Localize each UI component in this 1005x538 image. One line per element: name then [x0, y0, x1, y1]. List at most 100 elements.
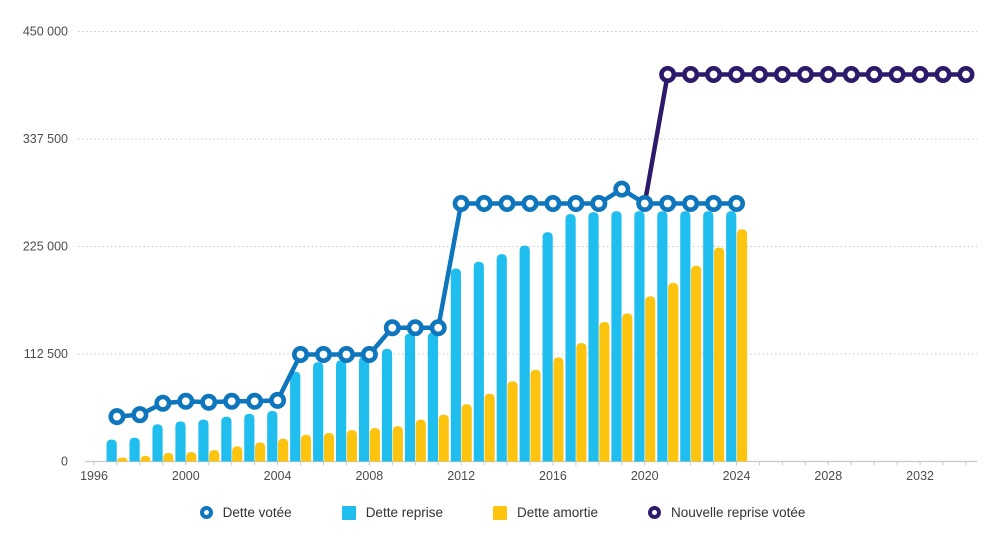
marker-dette_votee-2001[interactable] — [200, 393, 218, 411]
marker-nouvelle_reprise_votee-2031[interactable] — [888, 66, 906, 84]
marker-dette_votee-2021[interactable] — [659, 195, 677, 213]
bar-dette_reprise-2011[interactable] — [427, 332, 439, 462]
marker-dette_votee-1997[interactable] — [108, 408, 126, 426]
bar-dette_reprise-2023[interactable] — [703, 211, 714, 462]
bar-dette_amortie-2014[interactable] — [507, 381, 518, 462]
bar-dette_amortie-2007[interactable] — [346, 429, 358, 462]
marker-nouvelle_reprise_votee-2025[interactable] — [750, 66, 768, 84]
marker-dette_votee-1999[interactable] — [154, 394, 172, 412]
marker-dette_votee-2002[interactable] — [223, 392, 241, 410]
bar-dette_amortie-2022[interactable] — [691, 265, 702, 462]
bar-dette_reprise-2006[interactable] — [313, 362, 324, 462]
bar-dette_reprise-1997[interactable] — [106, 439, 117, 462]
bar-dette_amortie-2005[interactable] — [300, 434, 312, 462]
marker-nouvelle_reprise_votee-2028[interactable] — [819, 66, 837, 84]
bar-dette_reprise-2005[interactable] — [290, 371, 301, 462]
bar-dette_amortie-2016[interactable] — [553, 357, 564, 462]
marker-dette_votee-2011[interactable] — [429, 319, 447, 337]
bar-dette_amortie-2009[interactable] — [392, 426, 403, 462]
marker-dette_votee-2000[interactable] — [177, 392, 195, 410]
bar-dette_reprise-2021[interactable] — [657, 211, 668, 462]
marker-dette_votee-2023[interactable] — [705, 195, 723, 213]
bar-dette_reprise-2007[interactable] — [336, 360, 347, 462]
marker-dette_votee-2013[interactable] — [475, 195, 493, 213]
bar-dette_reprise-1998[interactable] — [129, 437, 140, 462]
bar-dette_amortie-2019[interactable] — [622, 313, 633, 462]
bar-dette_amortie-2003[interactable] — [255, 442, 266, 462]
marker-dette_votee-2017[interactable] — [567, 195, 585, 213]
marker-dette_votee-2020[interactable] — [636, 195, 654, 213]
bar-dette_reprise-2000[interactable] — [175, 421, 186, 462]
marker-dette_votee-2010[interactable] — [406, 319, 424, 337]
marker-dette_votee-2014[interactable] — [498, 195, 516, 213]
marker-dette_votee-2008[interactable] — [360, 345, 378, 363]
bar-dette_amortie-2020[interactable] — [645, 296, 656, 462]
bar-dette_reprise-2019[interactable] — [611, 211, 622, 462]
marker-dette_votee-2022[interactable] — [682, 195, 700, 213]
bar-dette_amortie-1997[interactable] — [117, 457, 128, 462]
bar-dette_amortie-2000[interactable] — [186, 451, 197, 462]
marker-nouvelle_reprise_votee-2026[interactable] — [773, 66, 791, 84]
bar-dette_reprise-2002[interactable] — [221, 416, 232, 462]
bar-dette_reprise-1999[interactable] — [152, 424, 163, 462]
marker-dette_votee-2009[interactable] — [383, 319, 401, 337]
bar-dette_amortie-2008[interactable] — [369, 428, 380, 462]
marker-dette_votee-2006[interactable] — [314, 345, 332, 363]
bar-dette_reprise-2017[interactable] — [565, 214, 576, 462]
bar-dette_amortie-2002[interactable] — [232, 446, 243, 462]
bar-dette_amortie-2011[interactable] — [438, 414, 449, 462]
bar-dette_amortie-1999[interactable] — [163, 452, 174, 462]
marker-dette_votee-2007[interactable] — [337, 345, 355, 363]
bar-dette_amortie-2004[interactable] — [277, 438, 289, 462]
bar-dette_reprise-2004[interactable] — [267, 410, 278, 462]
bar-dette_reprise-2018[interactable] — [588, 212, 599, 462]
marker-nouvelle_reprise_votee-2030[interactable] — [865, 66, 883, 84]
bar-dette_amortie-2001[interactable] — [209, 450, 220, 462]
bar-dette_reprise-2016[interactable] — [542, 232, 553, 462]
bar-dette_reprise-2013[interactable] — [473, 261, 484, 462]
legend-item-dette_reprise[interactable]: Dette reprise — [341, 505, 443, 520]
bar-dette_amortie-2021[interactable] — [668, 282, 679, 462]
bar-dette_reprise-2001[interactable] — [198, 419, 209, 462]
bar-dette_amortie-2015[interactable] — [530, 369, 541, 462]
marker-dette_votee-2005[interactable] — [292, 345, 310, 363]
marker-nouvelle_reprise_votee-2024[interactable] — [728, 66, 746, 84]
marker-nouvelle_reprise_votee-2029[interactable] — [842, 66, 860, 84]
marker-dette_votee-2003[interactable] — [246, 392, 264, 410]
bar-dette_reprise-2020[interactable] — [634, 211, 645, 462]
legend-item-dette_amortie[interactable]: Dette amortie — [492, 505, 598, 520]
marker-dette_votee-2019[interactable] — [613, 180, 631, 198]
bar-dette_reprise-2012[interactable] — [450, 268, 461, 462]
marker-dette_votee-2015[interactable] — [521, 195, 539, 213]
bar-dette_amortie-2013[interactable] — [484, 393, 495, 462]
legend-item-dette_votee[interactable]: Dette votée — [199, 505, 292, 520]
bar-dette_amortie-2012[interactable] — [461, 404, 472, 462]
marker-dette_votee-2004[interactable] — [269, 391, 287, 409]
bar-dette_reprise-2022[interactable] — [680, 211, 691, 462]
marker-dette_votee-2012[interactable] — [452, 195, 470, 213]
bar-dette_amortie-2018[interactable] — [599, 321, 610, 462]
bar-dette_amortie-2017[interactable] — [576, 343, 587, 462]
marker-nouvelle_reprise_votee-2021[interactable] — [659, 66, 677, 84]
marker-dette_votee-2018[interactable] — [590, 195, 608, 213]
bar-dette_amortie-1998[interactable] — [140, 455, 151, 462]
legend-item-nouvelle_reprise_votee[interactable]: Nouvelle reprise votée — [648, 505, 805, 520]
marker-nouvelle_reprise_votee-2032[interactable] — [911, 66, 929, 84]
bar-dette_reprise-2003[interactable] — [244, 413, 255, 462]
bar-dette_reprise-2010[interactable] — [404, 333, 416, 462]
bar-dette_amortie-2010[interactable] — [415, 419, 426, 462]
marker-nouvelle_reprise_votee-2022[interactable] — [682, 66, 700, 84]
bar-dette_reprise-2014[interactable] — [496, 254, 507, 462]
marker-nouvelle_reprise_votee-2023[interactable] — [705, 66, 723, 84]
bar-dette_reprise-2008[interactable] — [358, 356, 370, 462]
marker-nouvelle_reprise_votee-2034[interactable] — [957, 66, 975, 84]
marker-nouvelle_reprise_votee-2033[interactable] — [934, 66, 952, 84]
bar-dette_reprise-2009[interactable] — [381, 348, 393, 462]
bar-dette_amortie-2023[interactable] — [713, 247, 725, 462]
marker-nouvelle_reprise_votee-2027[interactable] — [796, 66, 814, 84]
bar-dette_amortie-2024[interactable] — [736, 229, 748, 462]
marker-dette_votee-2016[interactable] — [544, 195, 562, 213]
bar-dette_reprise-2015[interactable] — [519, 245, 530, 462]
bar-dette_amortie-2006[interactable] — [323, 432, 335, 462]
bar-dette_reprise-2024[interactable] — [726, 211, 737, 462]
